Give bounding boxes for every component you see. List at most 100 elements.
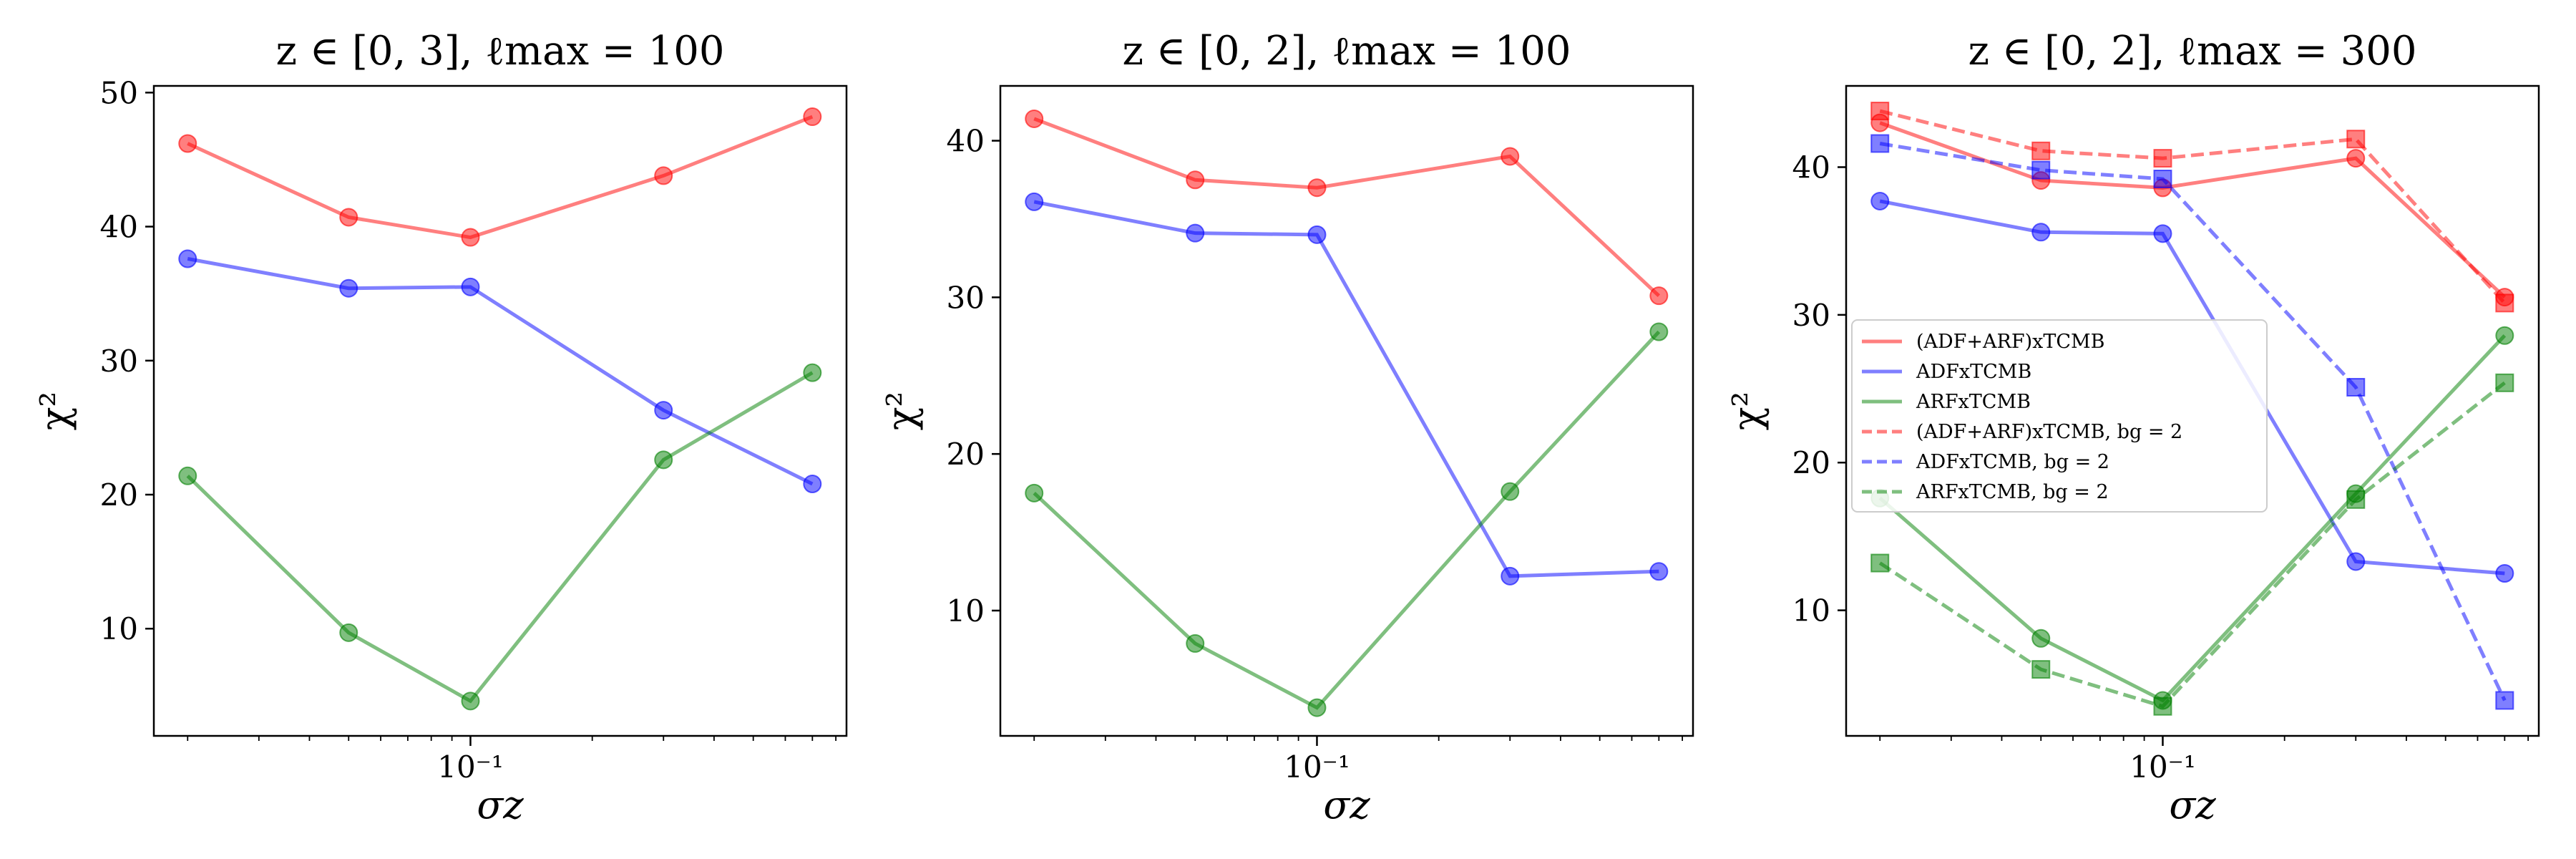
data-point (2495, 326, 2514, 345)
legend-label: ADFxTCMB (1916, 361, 2031, 383)
data-point (339, 278, 358, 298)
data-point (2031, 223, 2051, 242)
data-point (803, 107, 822, 127)
data-point (2495, 691, 2514, 710)
data-point (2153, 697, 2172, 716)
x-axis-label: σz (2169, 782, 2216, 828)
data-point (2153, 149, 2172, 168)
legend-label: ARFxTCMB, bg = 2 (1916, 481, 2109, 503)
data-point (654, 401, 673, 420)
series-line (1033, 200, 1659, 578)
data-point (2346, 552, 2366, 571)
series-1 (1025, 109, 1669, 306)
legend-label: (ADF+ARF)xTCMB, bg = 2 (1916, 421, 2182, 443)
data-point (339, 208, 358, 227)
series-3 (178, 363, 822, 711)
data-point (1025, 483, 1044, 503)
data-point (2495, 564, 2514, 583)
data-point (1025, 192, 1044, 211)
data-point (178, 134, 197, 153)
data-point (178, 466, 197, 485)
data-point (1870, 134, 1890, 153)
subplot-title: z ∈ [0, 2], ℓmax = 100 (1122, 28, 1571, 74)
series-2 (1870, 191, 2514, 583)
data-point (1501, 482, 1520, 501)
y-tick-label: 10 (1792, 593, 1830, 629)
data-point (2031, 629, 2051, 648)
series-3 (1025, 322, 1669, 717)
data-point (2346, 377, 2366, 397)
y-axis-label: χ² (32, 392, 77, 430)
data-point (803, 475, 822, 494)
data-point (1307, 178, 1327, 198)
series-2 (1025, 192, 1669, 586)
data-point (1186, 223, 1205, 243)
y-tick-label: 40 (1792, 150, 1830, 185)
series-4 (1870, 102, 2514, 313)
data-point (2153, 170, 2172, 189)
data-point (1870, 553, 1890, 573)
data-point (2031, 141, 2051, 160)
series-line (1033, 330, 1661, 710)
data-point (2346, 490, 2366, 509)
series-6 (1870, 373, 2514, 716)
data-point (1649, 286, 1669, 306)
series-line (1879, 109, 2507, 305)
subplot-2: z ∈ [0, 2], ℓmax = 100 σz χ² 10 20 30 40 10⁻¹ (879, 28, 1694, 828)
data-point (1186, 170, 1205, 190)
y-tick-label: 20 (1792, 445, 1830, 480)
legend-label: (ADF+ARF)xTCMB (1916, 331, 2105, 353)
axes-frame (999, 84, 1694, 737)
y-tick-label: 10 (100, 611, 138, 646)
legend: (ADF+ARF)xTCMB ADFxTCMB ARFxTCMB (ADF+ARF)x… (1851, 319, 2268, 513)
series-line (186, 371, 814, 704)
data-point (2153, 224, 2172, 243)
y-tick-label: 40 (100, 210, 138, 245)
x-axis-label: σz (1323, 782, 1370, 828)
data-point (2495, 293, 2514, 313)
series-2 (178, 249, 822, 494)
y-tick-label: 40 (947, 124, 985, 159)
subplot-title: z ∈ [0, 3], ℓmax = 100 (275, 28, 724, 74)
data-point (1307, 698, 1327, 717)
x-axis-label: σz (477, 782, 524, 828)
y-tick-label: 30 (947, 280, 985, 315)
data-point (2495, 373, 2514, 392)
data-point (2031, 660, 2051, 679)
y-tick-label: 10 (947, 593, 985, 629)
y-axis-label: χ² (879, 392, 924, 430)
series-5 (1870, 134, 2514, 710)
data-point (461, 277, 480, 296)
data-point (1870, 191, 1890, 210)
y-tick-label: 20 (947, 437, 985, 472)
data-point (654, 450, 673, 470)
series-line (1033, 117, 1661, 298)
legend-label: ADFxTCMB, bg = 2 (1916, 451, 2109, 473)
subplot-title: z ∈ [0, 2], ℓmax = 300 (1968, 28, 2416, 74)
series-line (187, 257, 814, 486)
data-point (1870, 102, 1890, 121)
data-point (1649, 322, 1669, 341)
legend-label: ARFxTCMB (1916, 391, 2031, 413)
axes-frame (152, 84, 848, 737)
subplot-3: z ∈ [0, 2], ℓmax = 300 σz χ² 10 20 30 40 10⁻¹ (A… (1724, 28, 2540, 828)
data-point (461, 228, 480, 247)
data-point (2031, 160, 2051, 180)
x-tick-label: 10⁻¹ (1284, 749, 1350, 785)
series-line (187, 115, 814, 240)
y-tick-label: 50 (100, 75, 138, 110)
data-point (1025, 109, 1044, 128)
data-point (461, 691, 480, 711)
data-point (178, 249, 197, 268)
x-tick-label: 10⁻¹ (437, 749, 503, 785)
subplot-1: z ∈ [0, 3], ℓmax = 100 σz χ² 10 20 30 40 50 10⁻¹ (32, 28, 848, 828)
data-point (1649, 562, 1669, 581)
y-tick-label: 20 (100, 477, 138, 513)
y-axis-label: χ² (1724, 392, 1770, 430)
data-point (654, 166, 673, 185)
data-point (1501, 147, 1520, 166)
data-point (2346, 149, 2366, 168)
y-tick-label: 30 (1792, 298, 1830, 333)
series-1 (178, 107, 822, 247)
legend-box (1851, 319, 2268, 513)
